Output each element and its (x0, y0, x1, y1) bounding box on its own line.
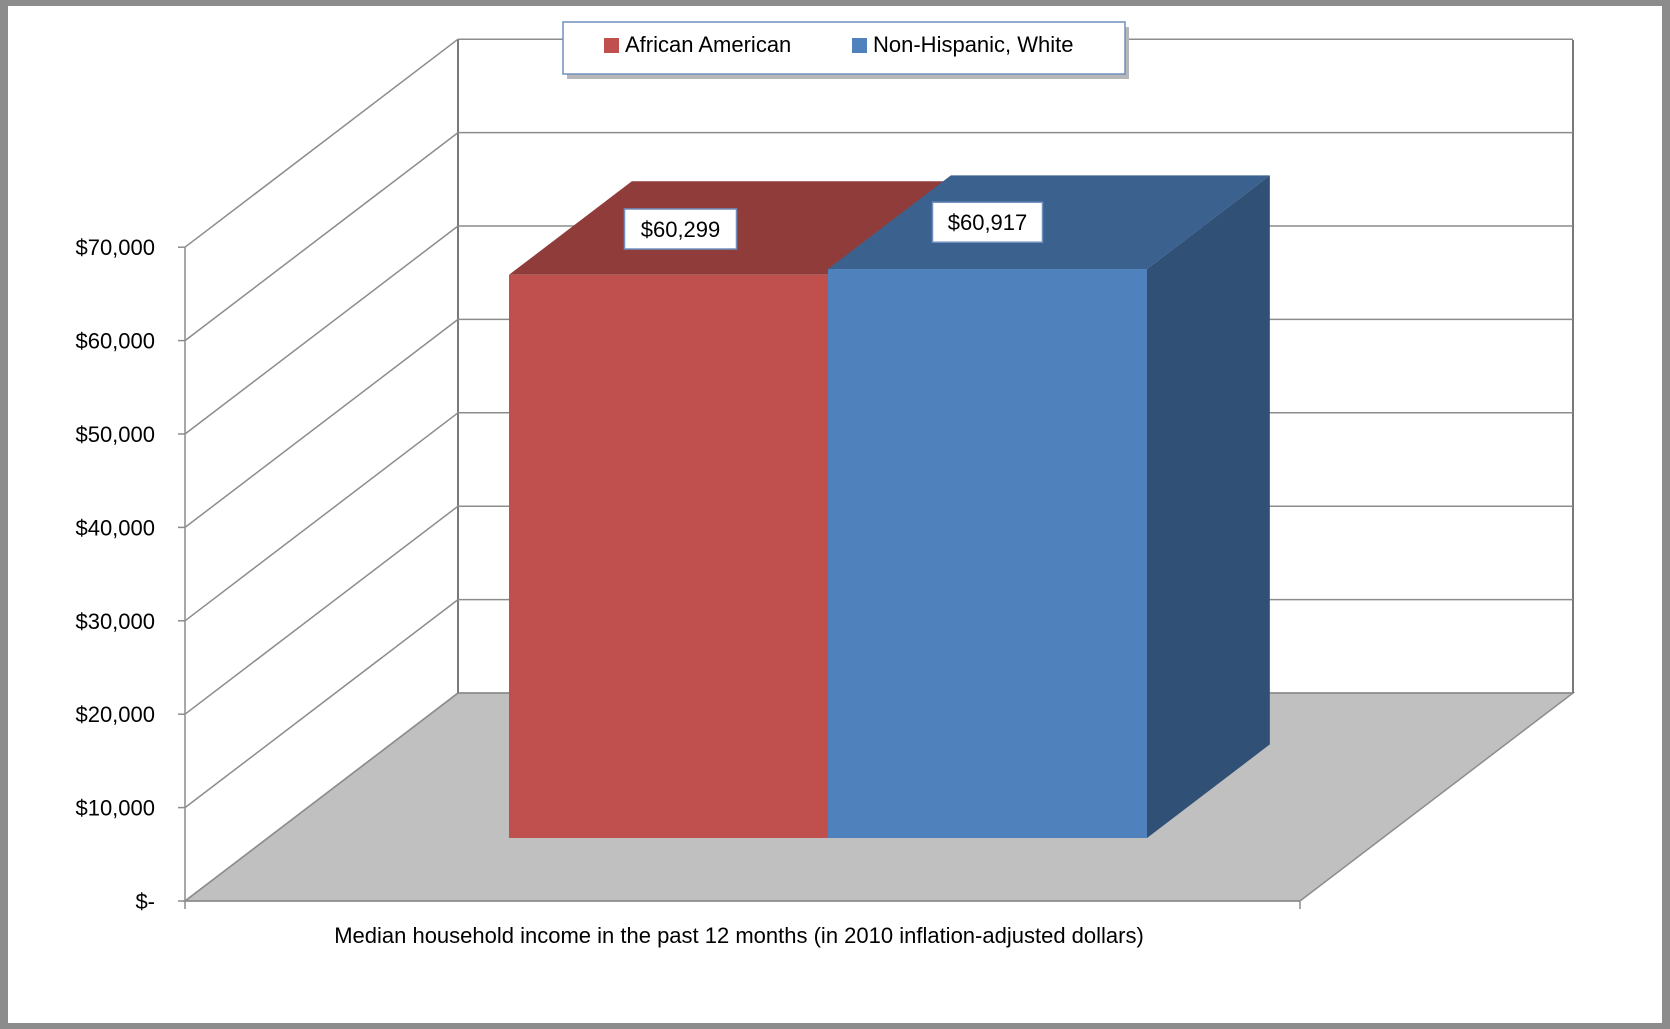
data-label-box-1 (931, 201, 1044, 243)
side-wall-gridline (184, 38, 459, 248)
side-wall-gridline (184, 318, 459, 528)
legend-swatch-non-hispanic-white (852, 38, 867, 53)
y-tick-label: $20,000 (75, 702, 155, 727)
y-tick-label: $10,000 (75, 796, 155, 821)
legend-box (562, 21, 1126, 75)
y-axis-ticks: $- $10,000 $20,000 $30,000 $40,000 $50,000 $60… (75, 235, 185, 914)
bar-front-0 (509, 274, 828, 838)
side-wall-gridline (184, 505, 459, 715)
legend-label-non-hispanic-white: Non-Hispanic, White (873, 32, 1074, 57)
y-tick-label: $30,000 (75, 609, 155, 634)
data-labels: $60,299 $60,917 (623, 201, 1044, 250)
data-label-0: $60,299 (641, 217, 721, 242)
data-label-1: $60,917 (948, 210, 1028, 235)
y-tick-label: $70,000 (75, 235, 155, 260)
legend: African American Non-Hispanic, White (562, 21, 1129, 79)
x-axis-category-label: Median household income in the past 12 m… (334, 923, 1144, 948)
y-tick-label: $- (135, 889, 155, 914)
y-tick-label: $50,000 (75, 422, 155, 447)
legend-label-african-american: African American (625, 32, 791, 57)
bars (509, 175, 1270, 838)
side-wall-gridline (184, 692, 459, 902)
data-label-box-0 (623, 208, 738, 250)
y-tick-label: $40,000 (75, 515, 155, 540)
side-wall-gridline (184, 412, 459, 622)
side-wall-gridline (184, 132, 459, 342)
y-tick-label: $60,000 (75, 329, 155, 354)
side-wall-gridline (184, 225, 459, 435)
bar-top-1 (828, 175, 1270, 270)
bar-front-1 (828, 269, 1147, 838)
bar-side-1 (1147, 175, 1270, 838)
side-wall-gridline (184, 599, 459, 809)
legend-swatch-african-american (604, 38, 619, 53)
